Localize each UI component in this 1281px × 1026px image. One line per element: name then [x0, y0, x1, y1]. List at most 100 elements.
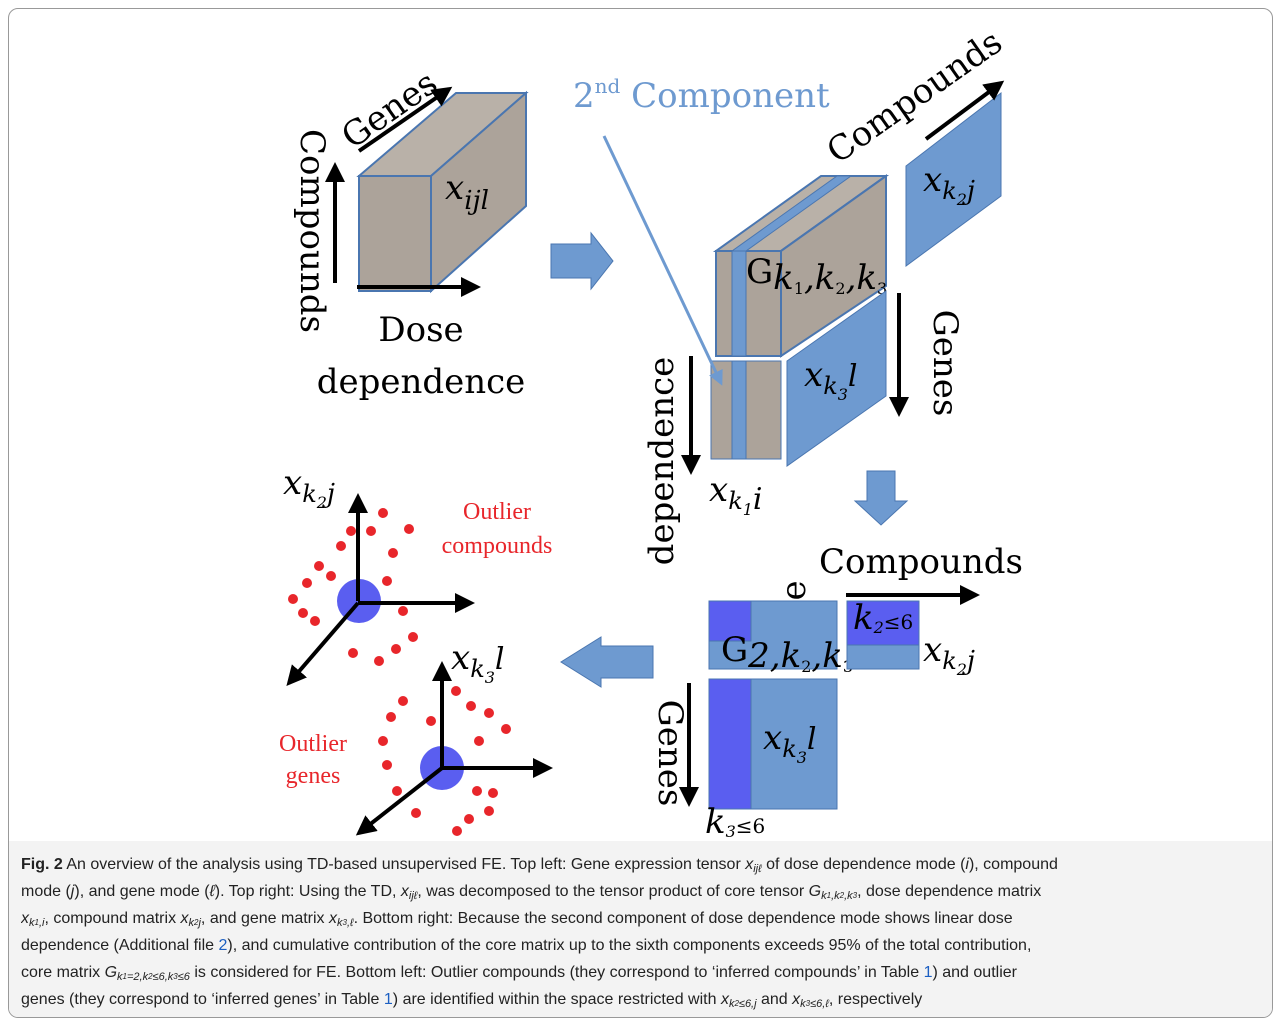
- outlier-dot: [288, 594, 298, 604]
- text: ) and outlier: [932, 964, 1017, 981]
- axis-label: Genes: [925, 310, 965, 417]
- outlier-dot: [451, 686, 461, 696]
- text: , dose dependence matrix: [857, 883, 1041, 900]
- math-sub: k: [302, 480, 317, 508]
- outlier-dot: [310, 616, 320, 626]
- math-sub: ,k: [846, 258, 877, 298]
- text: of dose dependence mode (: [762, 856, 966, 873]
- text: ). Top right: Using the TD,: [215, 883, 401, 900]
- flow-arrow: [551, 233, 613, 289]
- axis-label: xk2j: [283, 463, 335, 512]
- text-sup: nd: [595, 74, 621, 98]
- text: is considered for FE. Bottom left: Outli…: [190, 964, 924, 981]
- math: x: [923, 630, 942, 670]
- math-sub: ,k: [804, 258, 835, 298]
- math-sub: 3: [726, 822, 736, 841]
- math-sub: ,k: [831, 890, 840, 902]
- axis-label: Compounds: [819, 542, 1023, 582]
- math: x: [804, 355, 823, 395]
- math: k: [705, 802, 726, 841]
- pointer: [604, 136, 721, 383]
- outlier-dot: [501, 724, 511, 734]
- axis-label: Compounds: [292, 129, 332, 333]
- math: x: [721, 991, 729, 1008]
- outlier-dot: [466, 701, 476, 711]
- math-sub: ijl: [464, 186, 489, 216]
- math-sub: l: [848, 359, 858, 394]
- math: x: [181, 910, 189, 927]
- caption-line: xk1,i, compound matrix xk2j, and gene ma…: [21, 905, 1272, 932]
- outlier-dot: [398, 696, 408, 706]
- math-sub: k: [942, 177, 957, 205]
- math-sub: =2,k: [127, 971, 148, 983]
- math-sub: l: [807, 722, 817, 757]
- outlier-dot: [484, 806, 494, 816]
- diagram: xijl Genes Compounds Dose dependence 2nd…: [9, 9, 1272, 841]
- text: and: [757, 991, 793, 1008]
- text: , compound matrix: [44, 910, 180, 927]
- math-sub: ,k: [811, 636, 842, 676]
- outlier-dot: [346, 526, 356, 536]
- core-label: G2,k2,k3: [721, 630, 853, 676]
- text: . Bottom right: Because the second compo…: [354, 910, 1013, 927]
- math-sub: k: [782, 735, 797, 763]
- component-label: 2nd Component: [573, 74, 830, 116]
- text: mode (: [21, 883, 71, 900]
- text: , and gene matrix: [201, 910, 329, 927]
- outlier-dot: [474, 736, 484, 746]
- gene-selected: [709, 679, 751, 809]
- outlier-dot: [374, 656, 384, 666]
- diagram-body: xijl Genes Compounds Dose dependence 2nd…: [279, 22, 1023, 841]
- outlier-dot: [484, 708, 494, 718]
- math-sub: k: [470, 655, 485, 683]
- math: x: [401, 883, 409, 900]
- outlier-dot: [452, 826, 462, 836]
- outlier-dot: [314, 561, 324, 571]
- outlier-dot: [378, 736, 388, 746]
- text: An overview of the analysis using TD-bas…: [63, 856, 745, 873]
- math-subsub: 2: [956, 190, 967, 209]
- math: x: [709, 470, 728, 510]
- math: x: [923, 160, 942, 200]
- outlier-dot: [464, 814, 474, 824]
- caption-line: mode (j), and gene mode (ℓ). Top right: …: [21, 878, 1272, 905]
- matrix-label: xk1i: [709, 470, 763, 519]
- matrix-label: xk2j: [923, 630, 975, 679]
- math-subsub: 2: [835, 279, 845, 298]
- text: , was decomposed to the tensor product o…: [417, 883, 808, 900]
- math: G: [746, 252, 773, 292]
- math-subsub: 3: [485, 668, 495, 687]
- math-sub: ,ℓ: [347, 917, 354, 929]
- outlier-dot: [472, 786, 482, 796]
- outlier-dot: [411, 808, 421, 818]
- page: Fig. 2 {"top_left": {"genes": "Genes", "…: [0, 0, 1281, 1026]
- outlier-dot: [348, 648, 358, 658]
- axis-label: Dose: [378, 310, 463, 350]
- math-sub: k: [773, 258, 794, 298]
- outlier-dot: [378, 508, 388, 518]
- outlier-dot: [388, 548, 398, 558]
- annotation: genes: [286, 763, 341, 789]
- core-label: Gk1,k2,k3: [746, 252, 887, 298]
- math-subsub: 2: [801, 657, 811, 676]
- math-sub: ,k: [844, 890, 853, 902]
- outlier-dot: [326, 571, 336, 581]
- outlier-dot: [404, 524, 414, 534]
- annotation: Outlier: [279, 731, 347, 757]
- outlier-dot: [336, 541, 346, 551]
- outlier-dot: [426, 716, 436, 726]
- text: dependence (Additional file: [21, 937, 218, 954]
- math-sub: ≤6,ℓ: [810, 998, 829, 1010]
- axis: [359, 768, 442, 833]
- core-stripe: [732, 251, 746, 356]
- math: x: [329, 910, 337, 927]
- outlier-dot: [366, 526, 376, 536]
- text: ) are identified within the space restri…: [393, 991, 721, 1008]
- math-sub: ≤6,j: [739, 998, 757, 1010]
- outlier-dot: [302, 578, 312, 588]
- math-sub: k: [728, 487, 743, 515]
- annotation: Outlier: [463, 499, 531, 525]
- link[interactable]: 1: [384, 991, 393, 1008]
- matrix-stripe: [732, 361, 746, 459]
- math-sub: 2: [873, 618, 884, 637]
